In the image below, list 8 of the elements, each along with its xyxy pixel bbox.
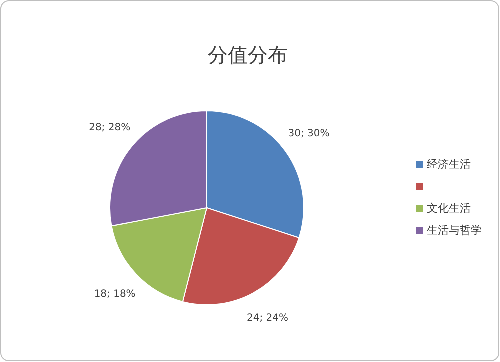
- data-label: 18; 18%: [94, 289, 136, 300]
- data-label: 30; 30%: [288, 128, 330, 140]
- legend-label: 经济生活: [427, 158, 471, 172]
- legend-label: 文化生活: [427, 202, 471, 216]
- chart-title: 分值分布: [208, 43, 288, 67]
- data-label: 24; 24%: [247, 313, 288, 324]
- data-label: 28; 28%: [89, 122, 131, 134]
- legend-label: 生活与哲学: [427, 224, 482, 238]
